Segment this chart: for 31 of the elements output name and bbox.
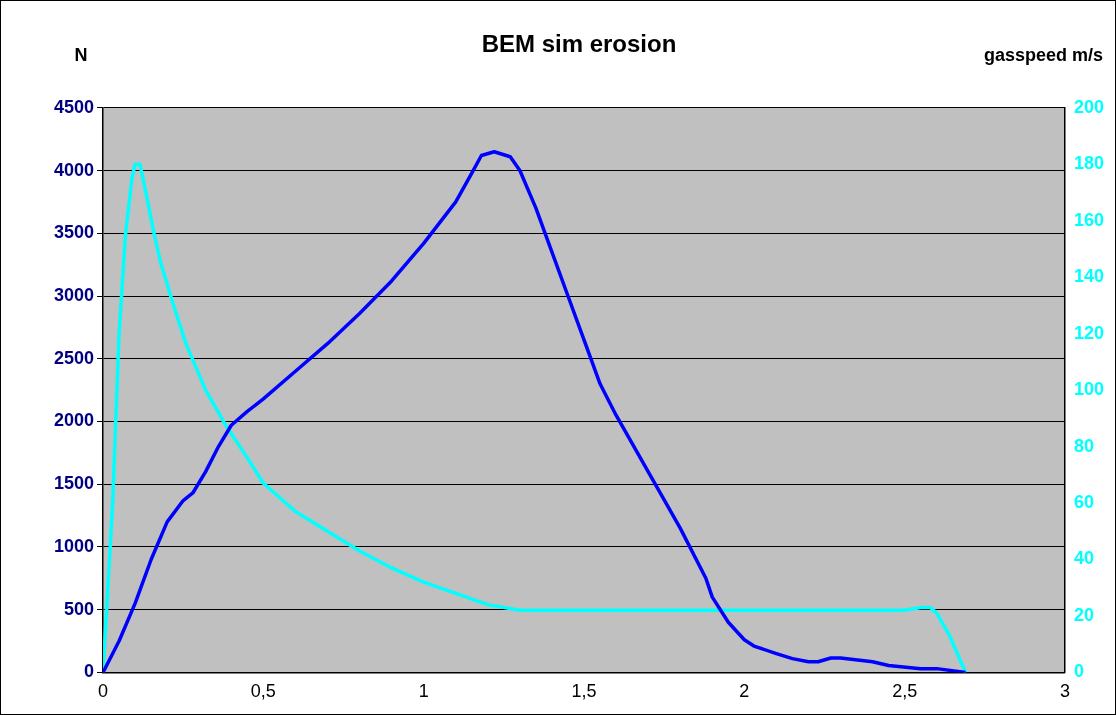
y2-tick-label: 40 — [1073, 548, 1094, 569]
y-tick-label: 2000 — [54, 410, 95, 431]
x-tick-label: 3 — [1059, 681, 1070, 702]
x-tick-label: 2 — [739, 681, 750, 702]
y2-tick-label: 180 — [1073, 153, 1105, 174]
y2-tick-label: 80 — [1073, 435, 1094, 456]
y-tick-label: 0 — [84, 661, 95, 682]
y2-axis-title: gasspeed m/s — [983, 44, 1103, 65]
y2-tick-label: 100 — [1073, 379, 1105, 400]
y2-tick-label: 200 — [1073, 96, 1105, 117]
y-tick-label: 500 — [64, 598, 95, 619]
y2-tick-label: 20 — [1073, 604, 1094, 625]
y-axis-title: N — [74, 44, 88, 65]
y2-tick-label: 0 — [1073, 661, 1084, 682]
y-tick-label: 3500 — [54, 222, 95, 243]
x-tick-label: 1 — [418, 681, 429, 702]
y2-tick-label: 140 — [1073, 266, 1105, 287]
y-tick-label: 2500 — [54, 347, 95, 368]
chart-title: BEM sim erosion — [481, 30, 677, 58]
y-tick-label: 4000 — [54, 159, 95, 180]
x-tick-label: 2,5 — [892, 681, 918, 702]
y-tick-label: 1000 — [54, 535, 95, 556]
x-tick-label: 1,5 — [571, 681, 597, 702]
y-tick-label: 4500 — [54, 96, 95, 117]
y-tick-label: 1500 — [54, 473, 95, 494]
y2-tick-label: 60 — [1073, 491, 1094, 512]
x-tick-label: 0 — [98, 681, 109, 702]
y2-tick-label: 160 — [1073, 209, 1105, 230]
x-tick-label: 0,5 — [250, 681, 276, 702]
y2-tick-label: 120 — [1073, 322, 1105, 343]
y-tick-label: 3000 — [54, 284, 95, 305]
